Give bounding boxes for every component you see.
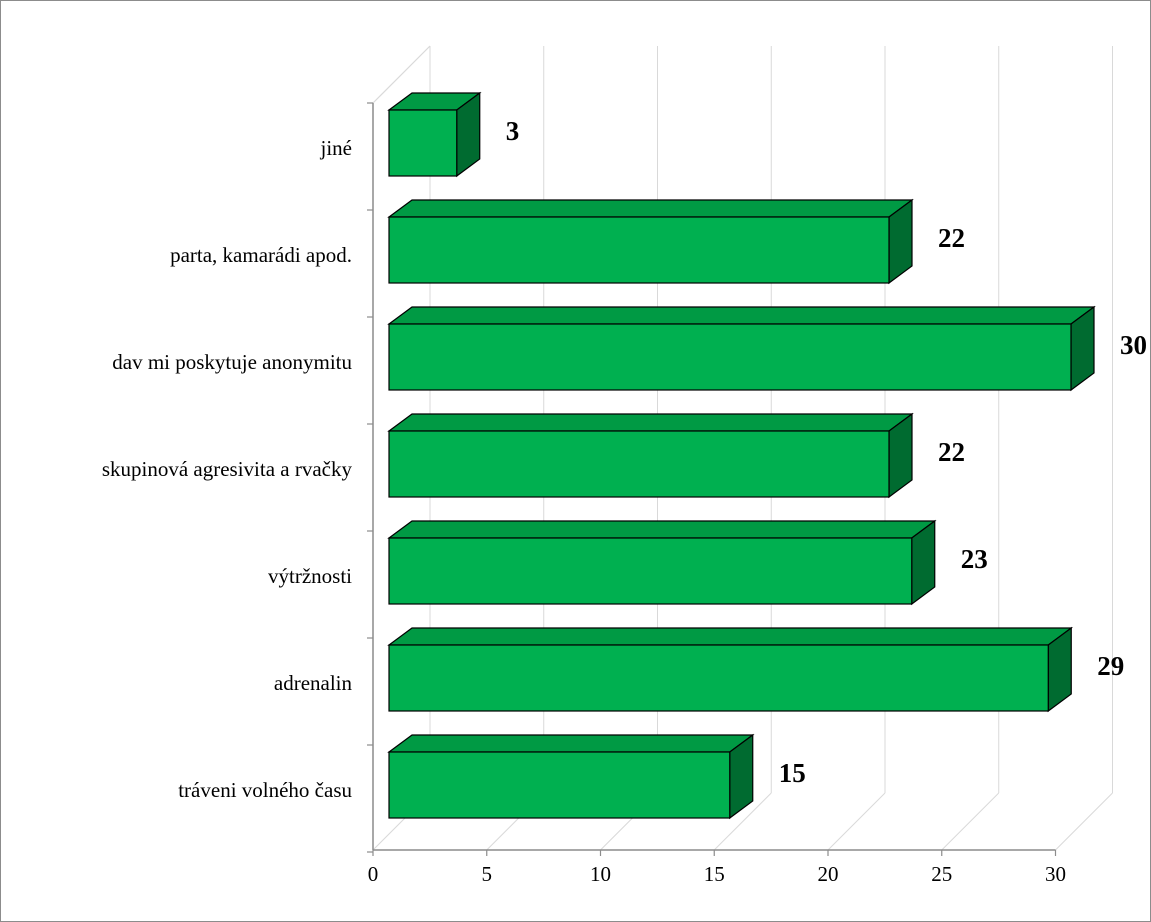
data-label: 30 (1120, 330, 1147, 360)
x-tick-label: 15 (704, 862, 725, 886)
data-label: 15 (779, 758, 806, 788)
bar (388, 430, 890, 498)
data-label: 23 (961, 544, 988, 574)
data-labels: 3 22 30 22 23 29 15 (506, 116, 1147, 788)
bar (388, 644, 1049, 712)
bar-top-face (387, 627, 1074, 646)
bar (388, 323, 1072, 391)
bar-top-face (387, 199, 914, 218)
wall-top-edge (372, 45, 431, 104)
bar (388, 537, 913, 605)
gridline-floor (1055, 792, 1113, 851)
x-tick-label: 30 (1045, 862, 1066, 886)
x-tick-labels: 0 5 10 15 20 25 30 (368, 862, 1066, 886)
bar-top-face (387, 520, 937, 539)
x-tick-label: 10 (590, 862, 611, 886)
data-label: 29 (1097, 651, 1124, 681)
x-tick-label: 20 (818, 862, 839, 886)
gridline-floor (827, 792, 886, 851)
data-label: 22 (938, 437, 965, 467)
bar (388, 109, 458, 177)
gridline-floor (713, 792, 772, 851)
x-tick-label: 0 (368, 862, 379, 886)
bar-top-face (387, 413, 914, 432)
category-label: skupinová agresivita a rvačky (102, 457, 353, 481)
category-label: dav mi poskytuje anonymitu (112, 350, 352, 374)
category-labels: jiné parta, kamarádi apod. dav mi poskytuj… (102, 136, 353, 802)
category-label: adrenalin (274, 671, 353, 695)
bars (387, 91, 1096, 820)
x-tick-label: 5 (482, 862, 493, 886)
gridline-floor (941, 792, 1000, 851)
category-label: parta, kamarádi apod. (170, 243, 352, 267)
data-label: 22 (938, 223, 965, 253)
axes (367, 102, 1057, 856)
x-tick-label: 25 (931, 862, 952, 886)
bar-top-face (387, 734, 755, 753)
category-label: tráveni volného času (178, 778, 352, 802)
bar (388, 216, 890, 284)
category-label: jiné (320, 136, 353, 160)
category-label: výtržnosti (268, 564, 352, 588)
bar (388, 751, 731, 819)
data-label: 3 (506, 116, 520, 146)
bar-top-face (387, 306, 1096, 325)
